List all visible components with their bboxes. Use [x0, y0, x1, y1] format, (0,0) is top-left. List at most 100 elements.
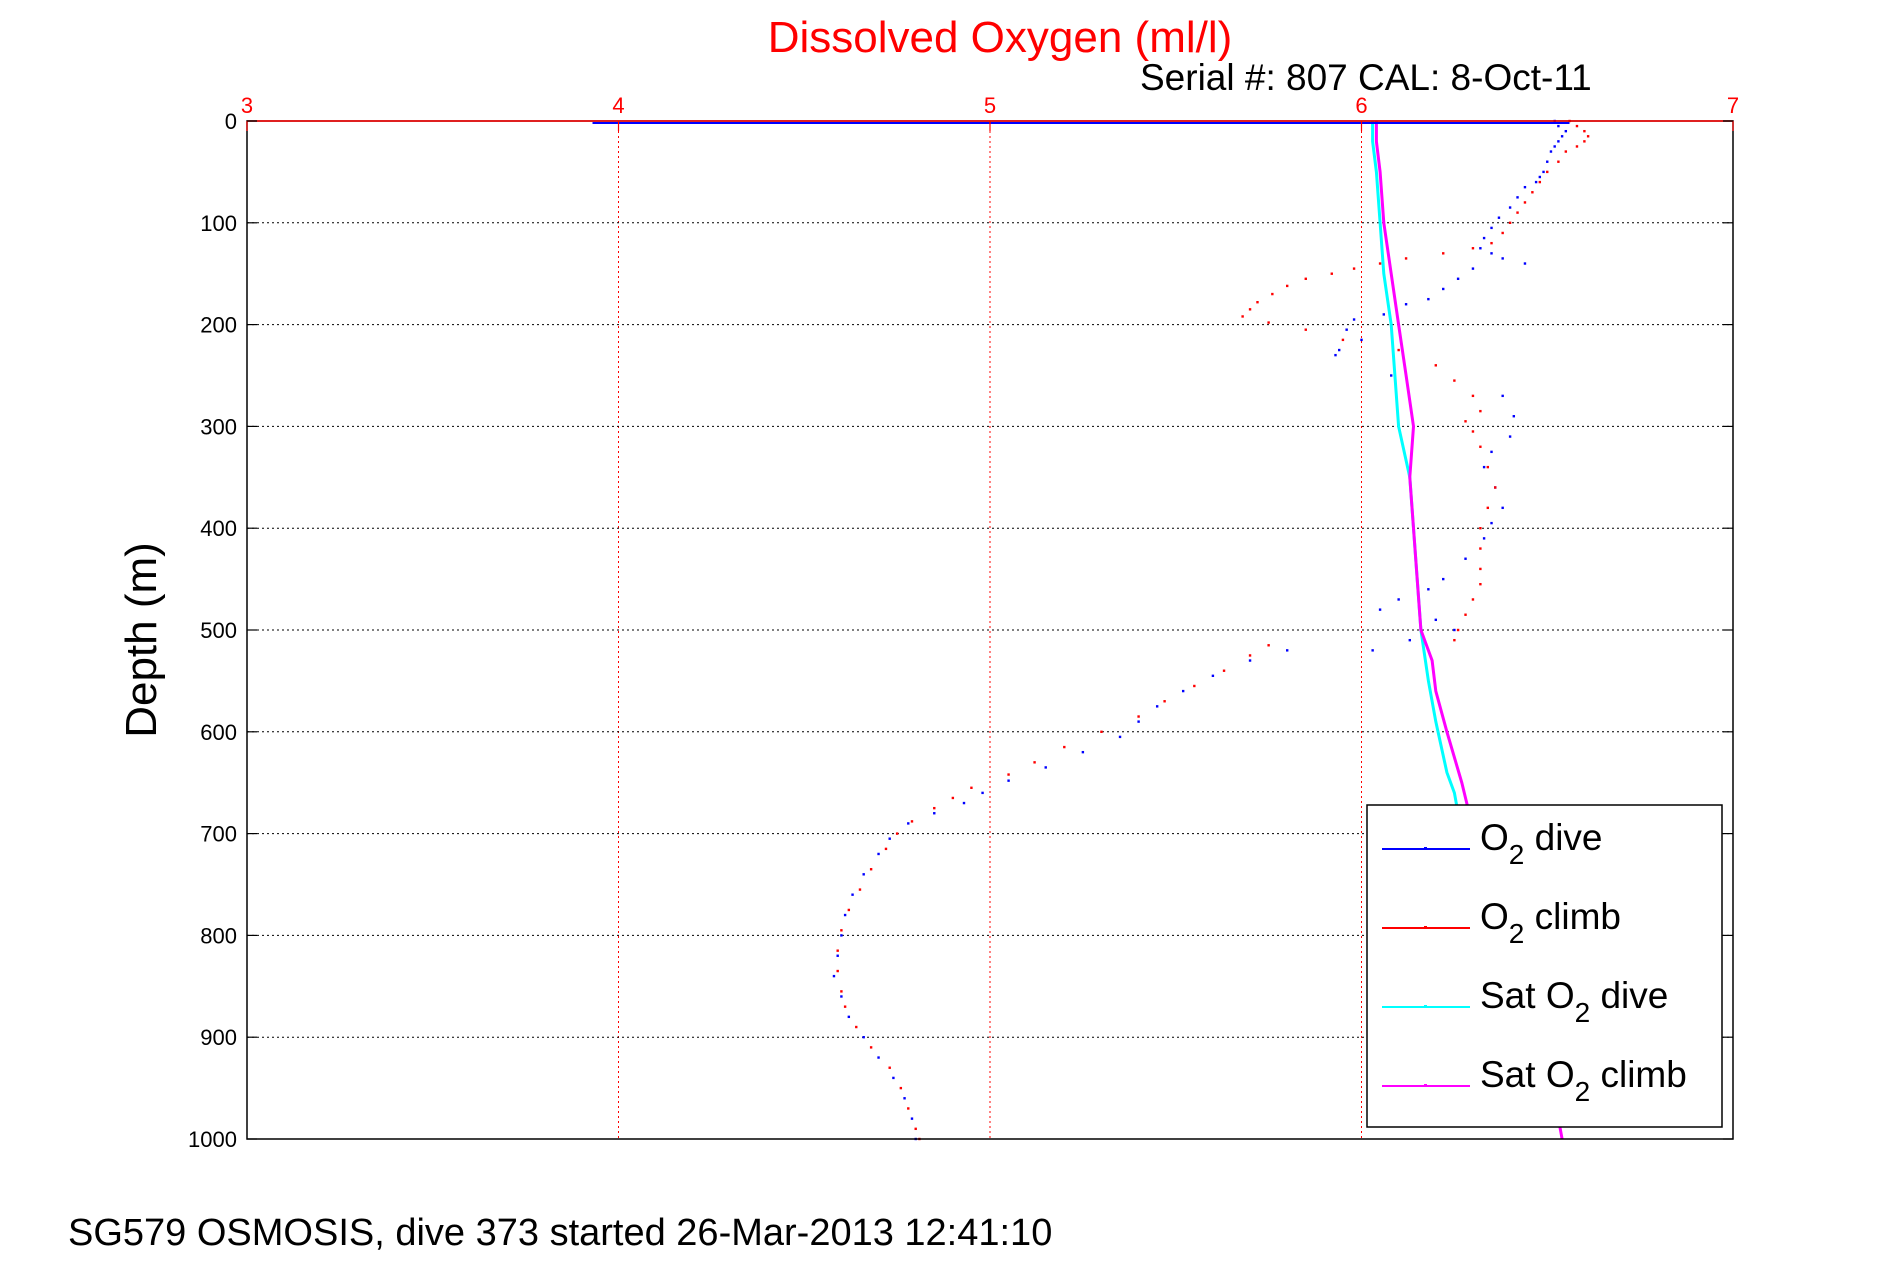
data-point	[1546, 160, 1549, 163]
data-point	[1523, 262, 1527, 265]
data-point	[1486, 506, 1490, 510]
data-point	[1118, 735, 1122, 739]
data-point	[1464, 420, 1467, 423]
x-tick-label: 6	[1355, 93, 1367, 118]
data-point	[877, 1056, 880, 1059]
data-point	[1382, 313, 1385, 316]
data-point	[899, 1086, 903, 1090]
data-point	[1464, 557, 1467, 560]
x-tick-label: 7	[1727, 93, 1739, 118]
data-point	[1575, 124, 1579, 128]
data-point	[1137, 720, 1140, 723]
data-point	[933, 812, 936, 815]
data-point	[1542, 170, 1545, 174]
data-point	[1248, 659, 1252, 662]
data-point	[1378, 262, 1382, 265]
data-point	[1464, 613, 1467, 616]
data-point	[832, 974, 836, 978]
data-point	[1494, 486, 1497, 489]
data-point	[1564, 129, 1568, 133]
data-point	[1271, 292, 1274, 296]
data-point	[1267, 644, 1270, 647]
data-point	[1497, 216, 1501, 219]
legend-box	[1366, 804, 1723, 1128]
data-point	[1241, 315, 1244, 318]
legend-marker	[1424, 847, 1427, 850]
data-point	[862, 873, 865, 876]
data-point	[910, 820, 914, 823]
data-point	[855, 1025, 858, 1029]
data-point	[1404, 303, 1408, 306]
data-point	[1453, 628, 1456, 632]
data-point	[1211, 674, 1215, 678]
data-point	[1486, 465, 1490, 469]
data-point	[1490, 252, 1493, 255]
data-point	[1360, 338, 1363, 342]
data-point	[892, 1076, 895, 1080]
data-point	[903, 1097, 906, 1100]
legend-marker	[1424, 1005, 1427, 1008]
data-point	[1534, 180, 1538, 184]
data-point	[962, 801, 966, 805]
y-tick-label: 200	[200, 313, 237, 338]
data-point	[1560, 135, 1564, 138]
data-point	[1044, 766, 1047, 769]
data-point	[1508, 206, 1512, 209]
data-point	[914, 1127, 917, 1131]
data-point	[1501, 394, 1504, 398]
data-point	[1390, 374, 1393, 377]
legend-marker	[1424, 1084, 1427, 1087]
data-point	[933, 806, 936, 810]
data-point	[1442, 577, 1445, 581]
data-point	[1490, 521, 1493, 525]
dive-footer: SG579 OSMOSIS, dive 373 started 26-Mar-2…	[68, 1212, 1053, 1254]
series-o2-climb	[836, 119, 1590, 1141]
legend-entry: Sat O2 dive	[1382, 975, 1668, 1028]
data-point	[862, 1036, 865, 1039]
data-point	[1557, 160, 1560, 163]
data-point	[1546, 170, 1549, 174]
data-point	[1404, 257, 1408, 260]
legend-entry: O2 climb	[1382, 896, 1621, 949]
y-tick-label: 500	[200, 618, 237, 643]
data-point	[1471, 598, 1475, 601]
data-point	[1334, 353, 1337, 357]
data-point	[907, 822, 910, 825]
data-point	[1007, 779, 1010, 782]
data-point	[1516, 211, 1519, 214]
data-point	[1583, 129, 1586, 133]
serial-cal-label: Serial #: 807 CAL: 8-Oct-11	[1140, 57, 1592, 98]
data-point	[1479, 567, 1482, 571]
data-point	[1181, 689, 1185, 693]
data-point	[1479, 247, 1482, 250]
legend-entry: O2 dive	[1382, 817, 1603, 870]
data-point	[1557, 124, 1560, 128]
data-point	[877, 852, 880, 856]
data-point	[1338, 348, 1341, 352]
data-point	[1256, 301, 1259, 304]
data-point	[1155, 705, 1159, 708]
data-point	[1508, 435, 1512, 438]
data-point	[1222, 669, 1226, 672]
data-point	[843, 913, 847, 917]
data-point	[888, 1066, 891, 1069]
data-point	[1427, 588, 1430, 591]
data-point	[1479, 547, 1482, 550]
data-point	[1456, 277, 1460, 280]
data-point	[1575, 145, 1579, 148]
data-point	[888, 837, 891, 840]
data-point	[1490, 226, 1493, 230]
legend-label: O2 dive	[1480, 817, 1603, 870]
data-point	[1434, 364, 1437, 367]
data-point	[1512, 415, 1516, 418]
data-point	[843, 1005, 847, 1008]
data-point	[1397, 348, 1400, 352]
series-o2-dive	[832, 119, 1568, 1141]
data-point	[1137, 715, 1140, 718]
data-point	[1248, 654, 1252, 657]
data-point	[1479, 445, 1482, 448]
data-point	[1538, 175, 1542, 179]
data-point	[869, 1046, 873, 1049]
x-tick-label: 4	[612, 93, 624, 118]
data-point	[1516, 196, 1519, 199]
